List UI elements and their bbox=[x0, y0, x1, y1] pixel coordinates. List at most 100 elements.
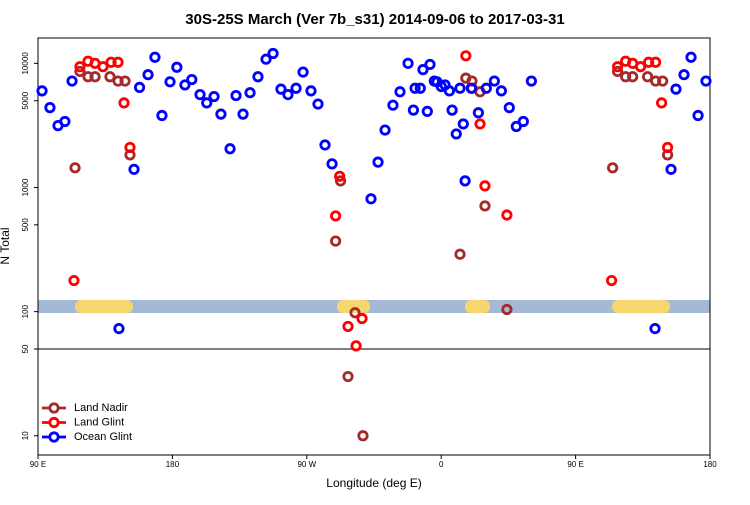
point bbox=[330, 210, 342, 222]
y-axis-label: N Total bbox=[0, 227, 12, 264]
y-tick-label: 500 bbox=[21, 218, 30, 232]
point bbox=[282, 89, 294, 101]
point bbox=[460, 50, 472, 62]
point bbox=[474, 118, 486, 130]
point bbox=[342, 320, 354, 333]
point bbox=[488, 75, 500, 87]
point bbox=[133, 81, 146, 94]
point bbox=[480, 82, 492, 94]
band-land bbox=[75, 300, 133, 313]
legend-label: Ocean Glint bbox=[74, 431, 132, 443]
plot-frame bbox=[37, 37, 711, 456]
point bbox=[334, 175, 347, 187]
point bbox=[142, 69, 154, 81]
point bbox=[112, 56, 124, 68]
point bbox=[312, 98, 324, 110]
point bbox=[402, 57, 414, 69]
point bbox=[503, 102, 515, 114]
point bbox=[74, 61, 86, 73]
point bbox=[454, 82, 466, 94]
point bbox=[244, 87, 256, 99]
series bbox=[36, 47, 712, 335]
point bbox=[472, 107, 484, 119]
point bbox=[479, 200, 491, 212]
point bbox=[171, 61, 183, 73]
point bbox=[479, 180, 491, 192]
point bbox=[692, 109, 704, 122]
point bbox=[334, 170, 346, 182]
point bbox=[224, 143, 236, 155]
legend-marker bbox=[48, 416, 60, 429]
legend-label: Land Nadir bbox=[74, 402, 128, 414]
point bbox=[435, 80, 447, 93]
point bbox=[342, 370, 354, 383]
point bbox=[450, 128, 462, 140]
point bbox=[607, 162, 619, 174]
point bbox=[260, 53, 272, 65]
point bbox=[394, 86, 406, 98]
point bbox=[678, 69, 690, 81]
legend-marker bbox=[48, 402, 60, 414]
point bbox=[230, 89, 242, 102]
point bbox=[201, 97, 213, 109]
point bbox=[104, 71, 116, 83]
x-tick-label: 180 bbox=[703, 460, 717, 469]
point bbox=[36, 85, 48, 97]
point bbox=[510, 120, 522, 133]
point bbox=[670, 83, 682, 95]
x-tick-label: 90 E bbox=[30, 460, 46, 469]
point bbox=[326, 158, 338, 170]
point bbox=[661, 141, 674, 154]
y-tick-label: 1000 bbox=[21, 178, 30, 196]
point bbox=[44, 102, 56, 114]
point bbox=[275, 83, 287, 95]
point bbox=[297, 66, 309, 78]
point bbox=[89, 71, 101, 83]
point bbox=[611, 61, 624, 73]
point bbox=[215, 108, 227, 120]
point bbox=[409, 82, 421, 94]
surface-band bbox=[38, 300, 710, 313]
point bbox=[379, 124, 391, 136]
point bbox=[501, 209, 513, 221]
point bbox=[349, 307, 361, 319]
y-tick-label: 5000 bbox=[21, 91, 30, 109]
point bbox=[118, 97, 130, 109]
point bbox=[525, 75, 537, 87]
point bbox=[372, 156, 384, 168]
point bbox=[113, 322, 125, 335]
point bbox=[237, 108, 249, 120]
y-tick-label: 100 bbox=[21, 304, 30, 318]
point bbox=[350, 340, 362, 352]
point bbox=[611, 65, 624, 78]
point bbox=[517, 115, 529, 128]
point bbox=[414, 82, 426, 94]
band-ocean bbox=[38, 300, 710, 313]
point bbox=[69, 162, 81, 174]
point bbox=[443, 85, 456, 97]
point bbox=[124, 141, 136, 154]
x-tick-label: 90 W bbox=[297, 460, 316, 469]
point bbox=[627, 71, 639, 83]
point bbox=[387, 99, 399, 111]
series bbox=[69, 65, 674, 442]
point bbox=[665, 163, 677, 175]
point bbox=[495, 85, 507, 97]
point bbox=[365, 193, 377, 205]
point bbox=[605, 274, 618, 287]
point bbox=[290, 82, 302, 94]
point bbox=[319, 139, 331, 151]
point bbox=[330, 235, 342, 247]
point bbox=[357, 430, 369, 442]
y-tick-label: 50 bbox=[21, 344, 30, 353]
point bbox=[208, 90, 220, 103]
point bbox=[700, 75, 712, 87]
band-land bbox=[465, 300, 490, 313]
point bbox=[634, 61, 647, 73]
point bbox=[128, 163, 140, 175]
x-axis-label: Longitude (deg E) bbox=[326, 476, 421, 490]
point bbox=[465, 82, 477, 94]
point bbox=[421, 105, 433, 118]
